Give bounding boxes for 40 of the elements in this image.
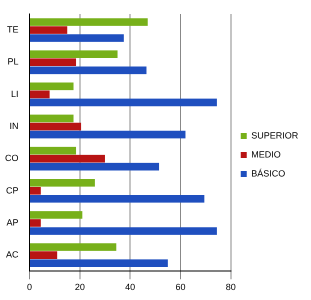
x-tick-label: 20	[74, 282, 85, 292]
y-tick-label: CO	[5, 153, 18, 164]
x-tick-label: 60	[175, 282, 186, 292]
y-tick-label: AP	[6, 217, 18, 228]
bar	[30, 162, 160, 171]
y-tick-label: LI	[10, 88, 18, 99]
bar	[30, 219, 41, 227]
bar	[30, 130, 186, 138]
x-tick-label: 80	[226, 282, 236, 292]
bar	[30, 195, 204, 203]
bar	[30, 154, 105, 162]
legend-label: SUPERIOR	[251, 130, 299, 140]
bar	[30, 50, 118, 58]
legend-label: MEDIO	[251, 149, 281, 160]
y-tick-label: PL	[7, 56, 18, 67]
bar	[30, 58, 76, 66]
bar	[30, 243, 116, 251]
y-tick-label: AC	[6, 250, 19, 260]
bar	[30, 211, 82, 219]
bar	[30, 114, 74, 122]
bar	[30, 34, 124, 42]
y-tick-label: CP	[6, 185, 18, 196]
bar	[30, 98, 217, 106]
bar	[30, 146, 76, 154]
bar	[30, 251, 58, 259]
bar	[30, 259, 168, 267]
bar	[30, 227, 217, 235]
bar	[30, 26, 68, 34]
bar	[30, 66, 146, 74]
x-tick-label: 0	[26, 282, 32, 292]
bar	[30, 18, 148, 26]
x-tick-label: 40	[125, 282, 136, 292]
bar	[30, 187, 41, 195]
bar	[30, 82, 74, 90]
y-tick-label: TE	[6, 24, 18, 35]
y-tick-label: IN	[10, 121, 18, 132]
legend-label: BÁSICO	[251, 168, 286, 178]
bar	[30, 122, 82, 130]
bar	[30, 90, 50, 98]
bar	[30, 178, 95, 187]
